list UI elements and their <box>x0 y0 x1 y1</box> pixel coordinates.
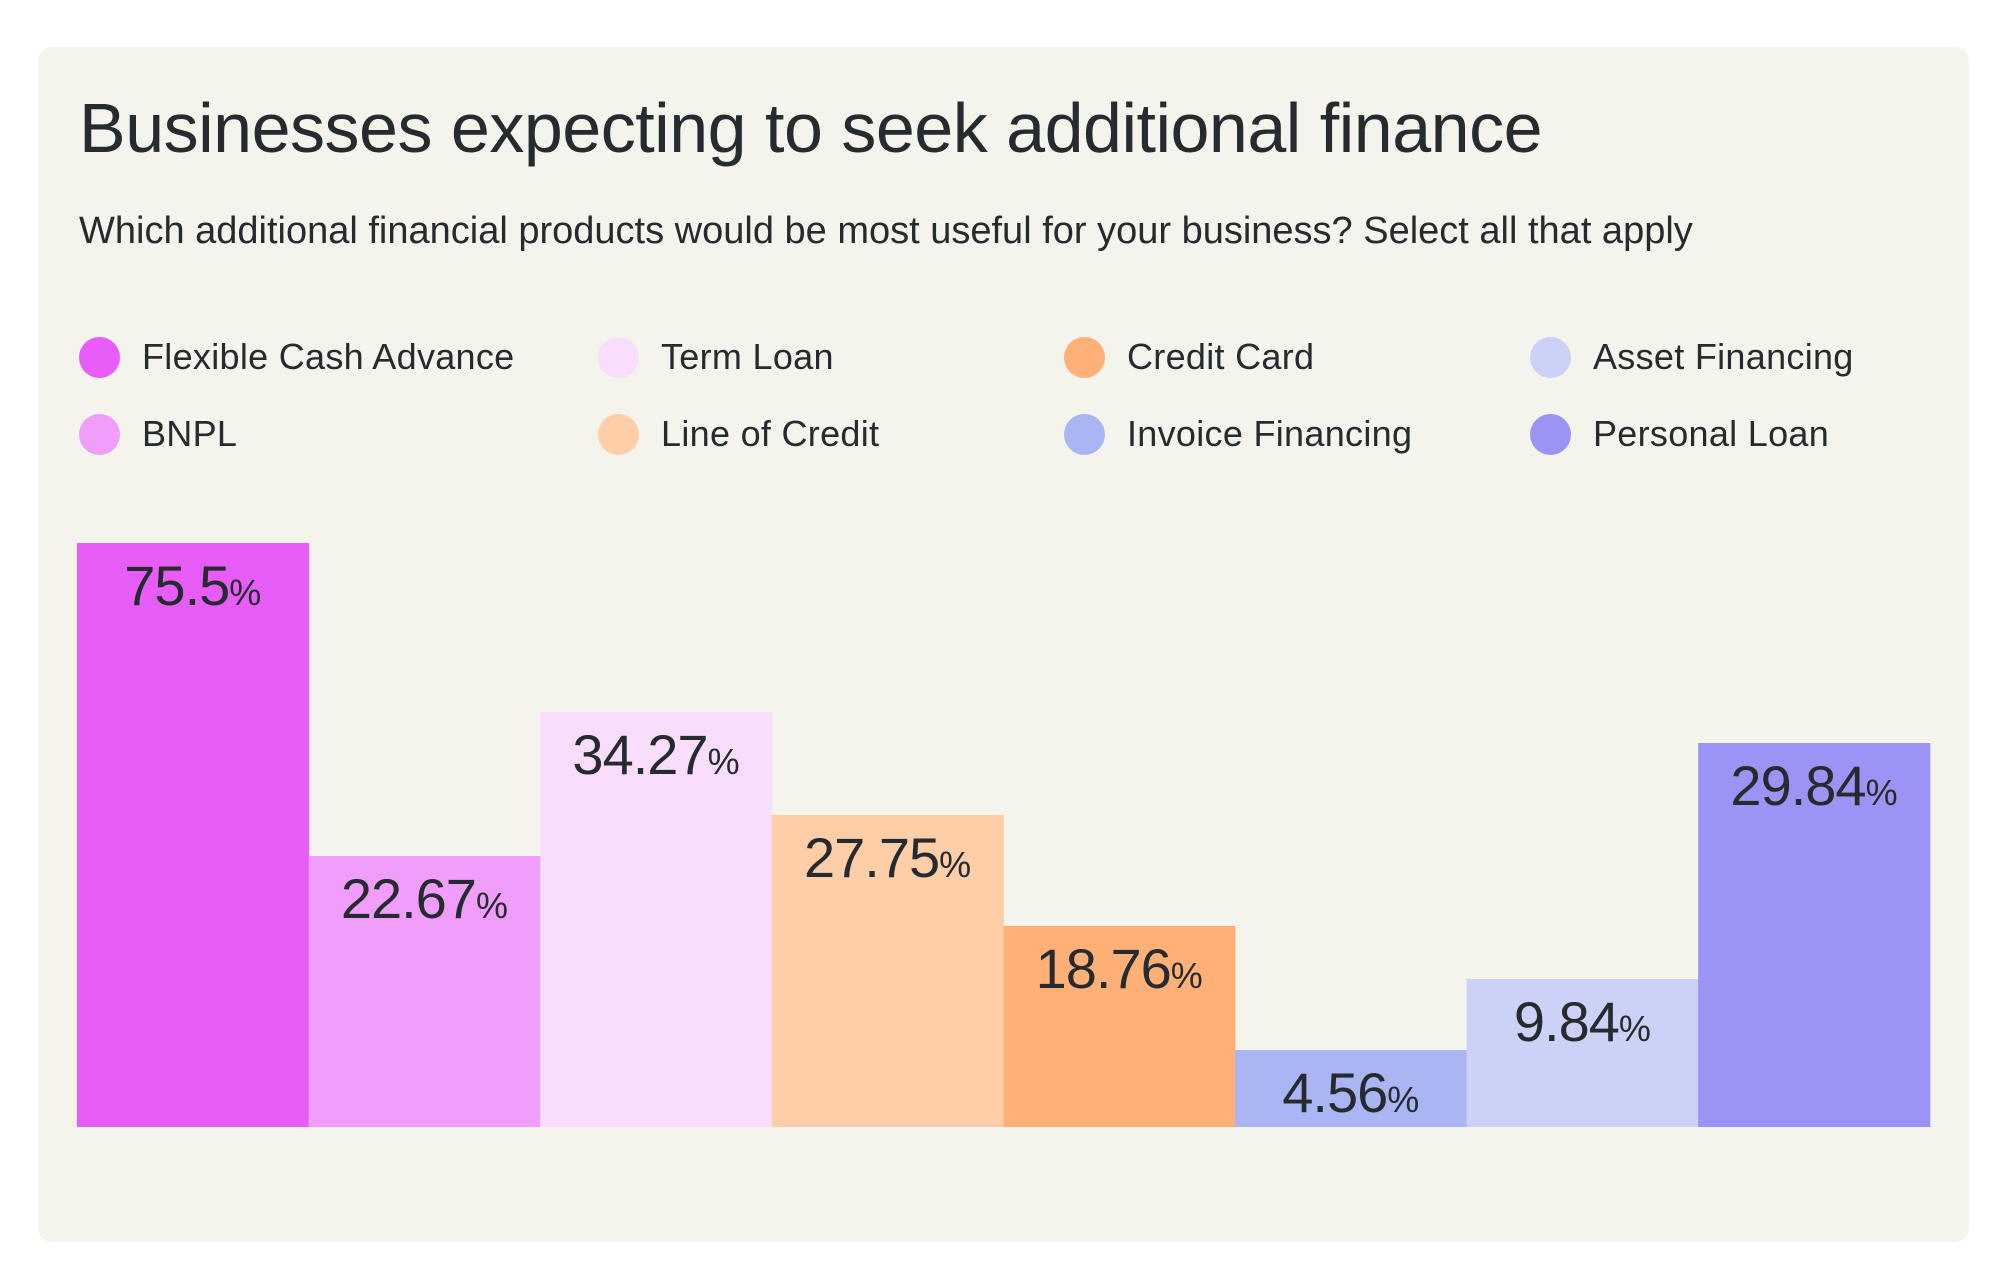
bar <box>308 856 541 1127</box>
legend-label: Flexible Cash Advance <box>142 336 515 377</box>
legend-swatch <box>79 413 120 455</box>
legend-label: Asset Financing <box>1593 336 1854 377</box>
bar <box>540 712 773 1127</box>
bar-value-label: 4.56% <box>1282 1061 1419 1124</box>
bar <box>1466 979 1699 1127</box>
bar-value-label: 27.75% <box>804 826 971 889</box>
legend-item: Credit Card <box>1064 335 1314 379</box>
legend-label: BNPL <box>142 413 238 454</box>
legend-swatch <box>1064 336 1105 378</box>
legend-item: BNPL <box>79 412 237 456</box>
bar-value-label: 18.76% <box>1036 937 1203 1000</box>
bar-value-label: 22.67% <box>341 867 508 930</box>
chart-subtitle: Which additional financial products woul… <box>79 210 1693 252</box>
bar <box>1698 743 1931 1127</box>
legend-label: Line of Credit <box>661 413 880 454</box>
legend-item: Asset Financing <box>1530 335 1854 379</box>
legend-label: Credit Card <box>1127 336 1315 377</box>
legend-swatch <box>1530 336 1571 378</box>
bar <box>1235 1050 1468 1127</box>
bar <box>1003 926 1236 1127</box>
bar <box>771 815 1004 1127</box>
legend-swatch <box>1064 413 1105 455</box>
bar-value-label: 29.84% <box>1730 754 1897 817</box>
legend-item: Personal Loan <box>1530 412 1829 456</box>
legend-item: Flexible Cash Advance <box>79 335 515 379</box>
legend-swatch <box>79 336 120 378</box>
chart-title: Businesses expecting to seek additional … <box>79 89 1543 167</box>
legend-label: Personal Loan <box>1593 413 1830 454</box>
bar-value-label: 9.84% <box>1514 990 1651 1053</box>
legend-swatch <box>1530 413 1571 455</box>
legend-item: Invoice Financing <box>1064 412 1412 456</box>
legend-label: Invoice Financing <box>1127 413 1413 454</box>
legend-swatch <box>598 413 639 455</box>
legend-item: Line of Credit <box>598 412 879 456</box>
legend-item: Term Loan <box>598 335 834 379</box>
legend-label: Term Loan <box>661 336 834 377</box>
bar-value-label: 34.27% <box>572 723 739 786</box>
bar <box>77 543 310 1127</box>
bar-value-label: 75.5% <box>124 554 261 617</box>
legend-swatch <box>598 336 639 378</box>
